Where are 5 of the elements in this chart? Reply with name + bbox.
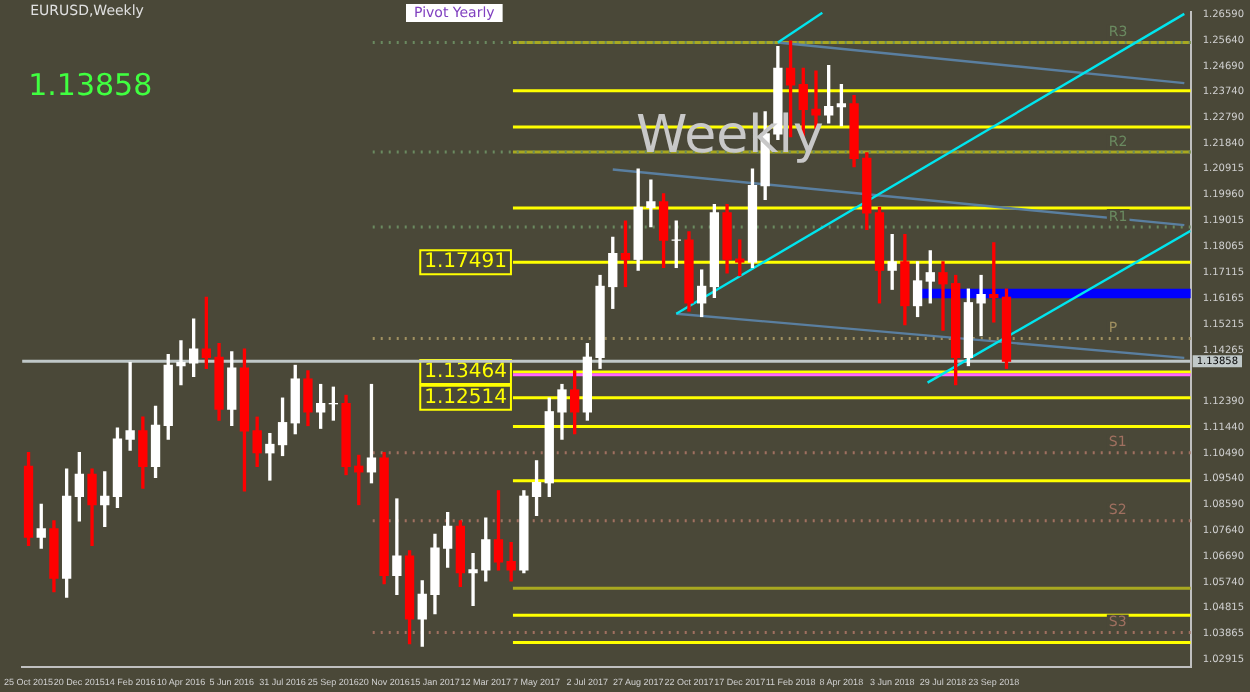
ref-line-label: 1.12514 [424, 387, 507, 409]
ref-line-label: 1.13464 [424, 361, 507, 384]
candlestick [392, 498, 402, 596]
ref-line-label: 1.17491 [424, 251, 507, 274]
annotation: 1.13858 [28, 66, 153, 103]
